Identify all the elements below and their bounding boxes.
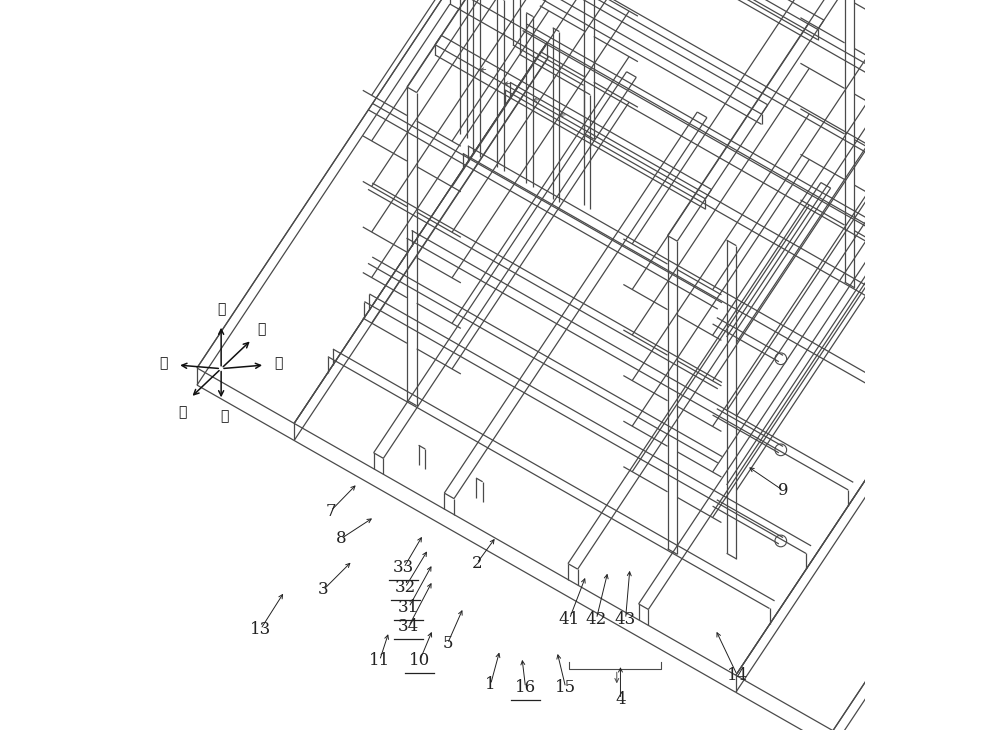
Text: 左: 左 <box>159 356 168 370</box>
Text: 11: 11 <box>369 652 390 669</box>
Text: 1: 1 <box>485 676 496 694</box>
Text: 8: 8 <box>336 530 346 548</box>
Text: 2: 2 <box>471 555 482 572</box>
Text: 16: 16 <box>515 679 536 696</box>
Text: 10: 10 <box>409 652 430 669</box>
Text: 34: 34 <box>398 618 419 635</box>
Text: 41: 41 <box>559 610 580 628</box>
Text: 上: 上 <box>217 302 225 316</box>
Text: 14: 14 <box>727 666 748 684</box>
Text: 9: 9 <box>778 482 788 499</box>
Text: 42: 42 <box>586 610 607 628</box>
Text: 5: 5 <box>442 635 453 653</box>
Text: 下: 下 <box>221 410 229 423</box>
Text: 43: 43 <box>615 610 636 628</box>
Text: 4: 4 <box>615 691 626 708</box>
Text: 7: 7 <box>325 502 336 520</box>
Text: 右: 右 <box>274 356 283 370</box>
Text: 32: 32 <box>394 579 416 596</box>
Text: 33: 33 <box>393 559 414 577</box>
Text: 3: 3 <box>318 581 329 599</box>
Text: 后: 后 <box>258 322 266 336</box>
Text: 31: 31 <box>398 599 419 616</box>
Text: 前: 前 <box>178 405 187 419</box>
Text: 15: 15 <box>555 679 576 696</box>
Text: 13: 13 <box>250 620 271 638</box>
